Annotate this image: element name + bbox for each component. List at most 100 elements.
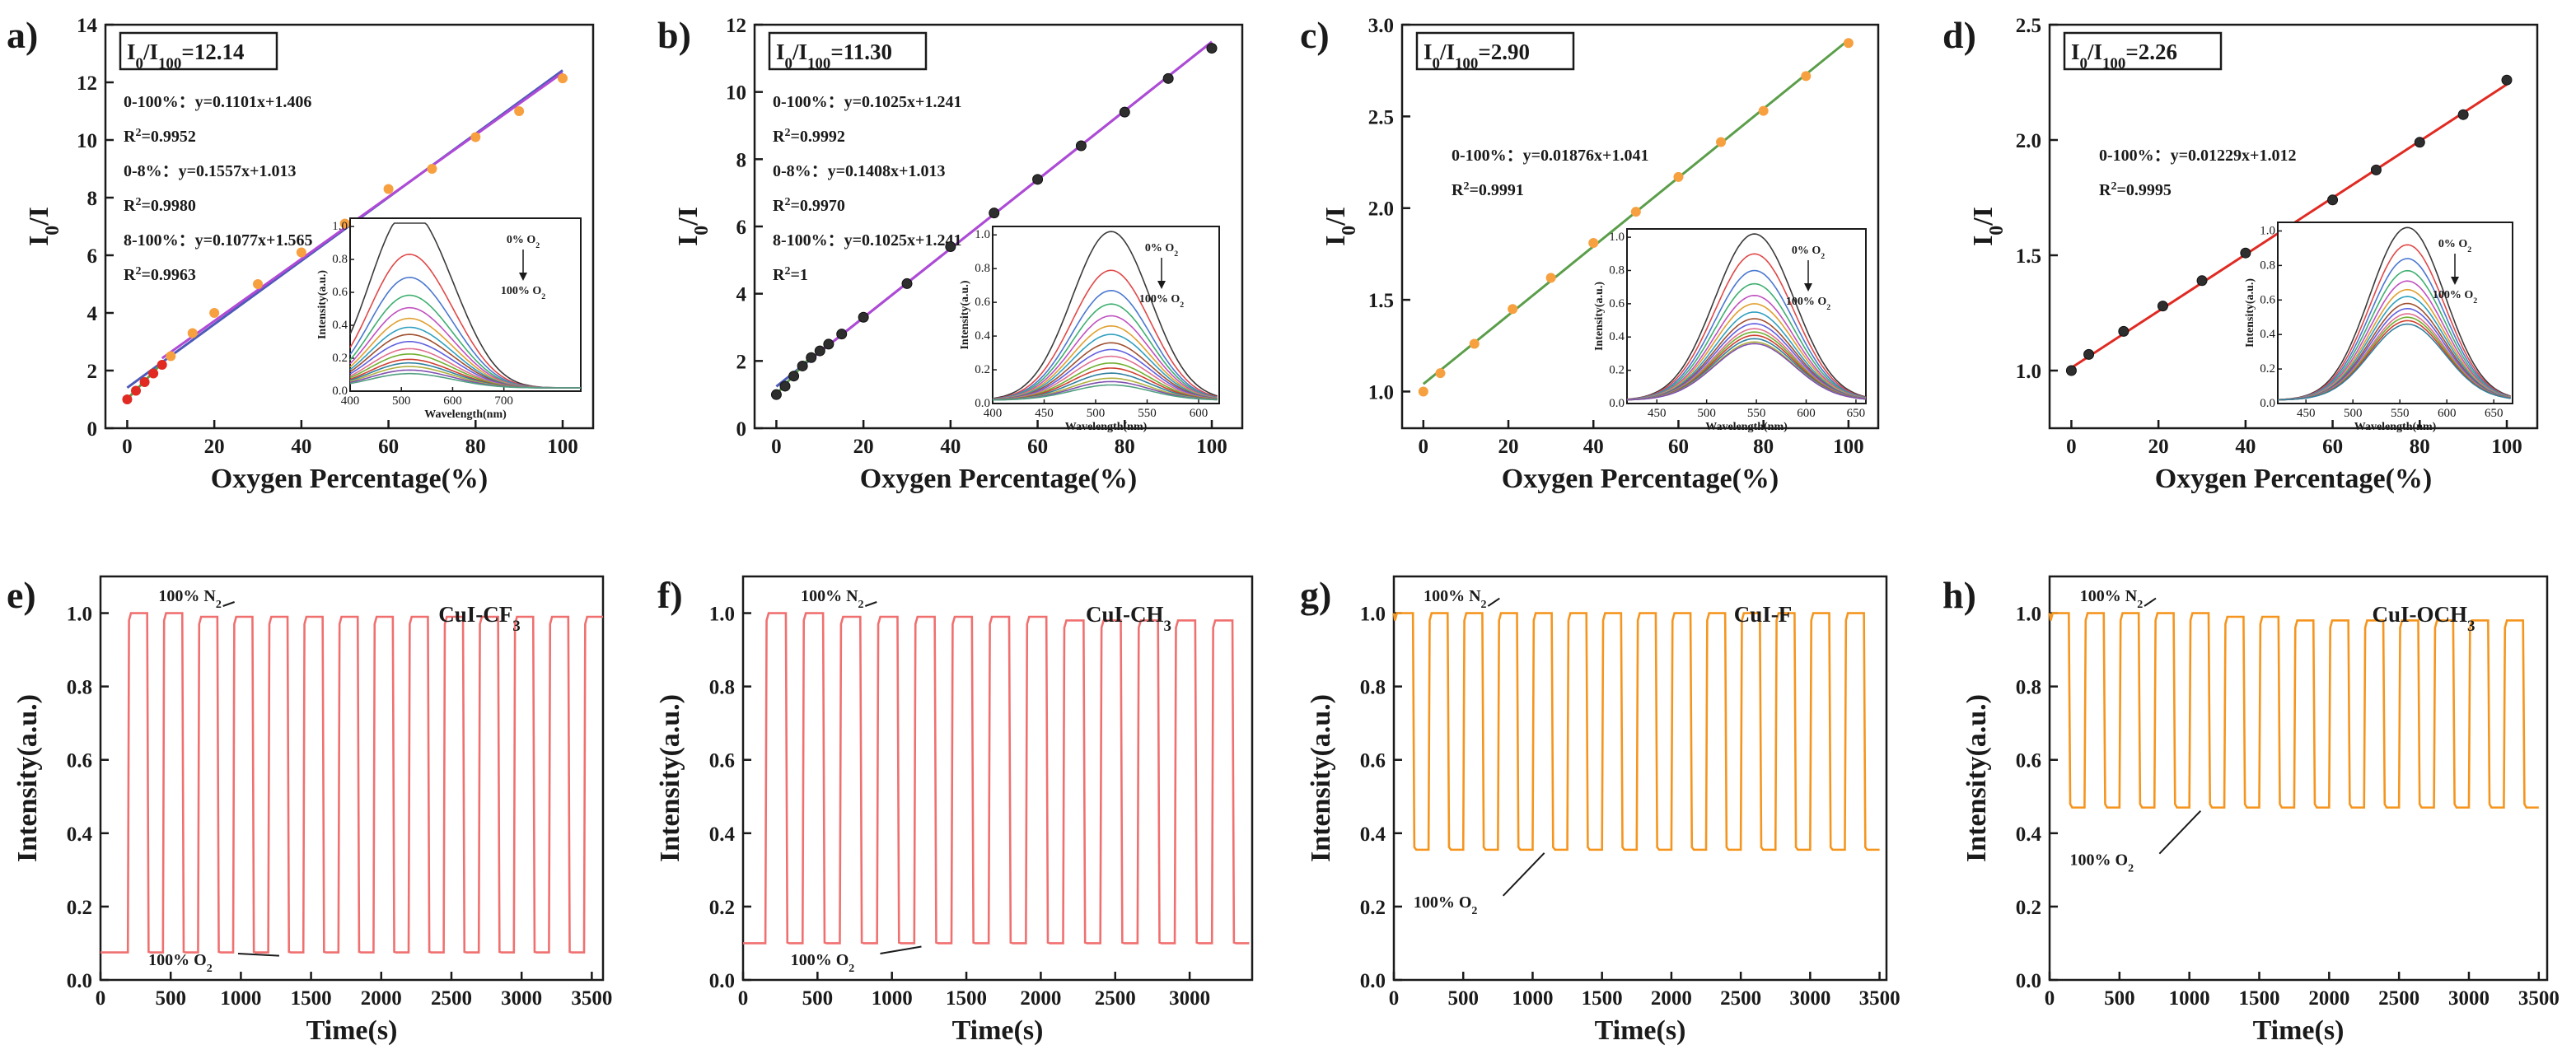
x-tick-label: 2000 — [1020, 987, 1061, 1010]
spectrum-curve — [2277, 323, 2511, 401]
spectrum-curve — [992, 324, 1218, 400]
data-point — [131, 385, 141, 396]
data-point — [2414, 137, 2425, 148]
plot-frame — [99, 575, 605, 982]
plot-frame — [104, 23, 595, 430]
n2-label-part: 2 — [2137, 599, 2143, 611]
data-point — [1801, 71, 1812, 82]
y-tick-label: 0 — [87, 418, 98, 441]
x-tick-label: 0 — [771, 436, 782, 458]
fit-r2-part: =0.9992 — [790, 128, 844, 146]
y-tick-label: 14 — [77, 15, 98, 37]
x-tick-label: 80 — [2410, 436, 2430, 458]
fit-line — [810, 40, 1213, 361]
plot-frame — [2048, 23, 2539, 430]
inset-arrowhead — [2451, 277, 2459, 285]
data-point — [166, 351, 176, 362]
y-tick-label: 0 — [736, 418, 747, 441]
data-point — [1206, 43, 1218, 54]
data-point — [296, 247, 306, 258]
spectrum-curve — [1626, 233, 1867, 400]
inset-x-tick-label: 550 — [1747, 407, 1766, 420]
compound-label: CuI-F — [1734, 602, 1793, 627]
data-point — [122, 394, 133, 404]
inset-y-tick-label: 0.8 — [975, 262, 990, 275]
inset-top-label-part: 0% O — [2438, 238, 2468, 250]
data-point — [2157, 301, 2168, 312]
x-tick-label: 2000 — [2308, 987, 2349, 1010]
inset-y-label: Intensity(a.u.) — [959, 280, 971, 349]
n2-arrow — [864, 601, 877, 607]
y-tick-label: 0.0 — [709, 970, 735, 992]
y-tick-label: 2.0 — [1368, 198, 1394, 221]
inset-arrowhead — [1157, 281, 1166, 289]
inset-bottom-label-part: 100% O — [1786, 296, 1827, 308]
o2-label-part: 100% O — [2070, 851, 2129, 870]
y-axis-label: I0/I — [24, 207, 63, 246]
spectrum-curve — [992, 289, 1218, 400]
x-tick-label: 3000 — [1169, 987, 1210, 1010]
data-point — [836, 329, 848, 340]
data-point — [2118, 325, 2130, 337]
x-tick-label: 1000 — [1512, 987, 1553, 1010]
o2-label-part: 2 — [2128, 862, 2134, 875]
ratio-label: I0/I100=12.14 — [127, 40, 244, 72]
n2-arrow — [222, 601, 235, 607]
y-tick-label: 6 — [736, 217, 747, 239]
ratio-box — [768, 31, 928, 71]
ratio-label-part: 0 — [2080, 55, 2087, 72]
x-tick-label: 0 — [1389, 987, 1400, 1010]
inset-y-tick-label: 0.6 — [332, 286, 348, 299]
panel-label: f) — [657, 574, 683, 616]
data-point — [1162, 72, 1174, 84]
y-tick-label: 0.8 — [2016, 677, 2041, 699]
inset-top-label: 0% O2 — [507, 234, 540, 250]
data-point — [253, 279, 263, 289]
data-point — [2457, 109, 2469, 120]
x-tick-label: 500 — [1447, 987, 1479, 1010]
y-tick-label: 12 — [77, 72, 97, 95]
fit-r2: R2=0.9995 — [2099, 180, 2172, 200]
y-tick-label: 1.5 — [1368, 290, 1394, 312]
inset-x-tick-label: 600 — [2438, 407, 2457, 420]
x-tick-label: 3500 — [1859, 987, 1900, 1010]
inset-top-label-part: 0% O — [1792, 245, 1821, 257]
data-point — [2196, 275, 2208, 287]
spectrum-curve — [992, 231, 1218, 399]
y-axis-label-part: 0 — [42, 226, 63, 236]
x-tick-label: 3000 — [2448, 987, 2490, 1010]
ratio-label-part: 0 — [136, 55, 143, 72]
o2-label: 100% O2 — [148, 951, 213, 975]
data-point — [806, 352, 817, 363]
inset-y-label: Intensity(a.u.) — [316, 270, 329, 339]
ratio-label-part: 0 — [785, 55, 792, 72]
inset-x-tick-label: 600 — [443, 394, 462, 408]
ratio-label-part: 100 — [158, 55, 181, 72]
y-tick-label: 10 — [77, 130, 97, 152]
fit-r2-part: 2 — [1463, 180, 1469, 193]
x-tick-label: 40 — [940, 436, 961, 458]
inset-x-tick-label: 400 — [984, 407, 1003, 420]
inset-y-tick-label: 0.0 — [975, 397, 990, 410]
o2-label-part: 100% O — [791, 951, 849, 969]
ratio-label-part: I — [776, 40, 785, 64]
n2-label-part: 2 — [216, 599, 222, 611]
x-tick-label: 20 — [2148, 436, 2169, 458]
o2-label: 100% O2 — [2070, 851, 2134, 875]
compound-label-part: CuI-CH — [1086, 602, 1164, 627]
inset-x-tick-label: 600 — [1190, 407, 1209, 420]
fit-r2-part: =1 — [790, 266, 807, 284]
compound-label: CuI-OCH3 — [2373, 602, 2475, 635]
y-axis-label: I0/I — [1321, 207, 1360, 246]
x-tick-label: 80 — [1753, 436, 1774, 458]
ratio-label-part: =11.30 — [830, 40, 892, 64]
y-tick-label: 1.0 — [2016, 604, 2041, 626]
inset-x-tick-label: 550 — [1138, 407, 1157, 420]
y-tick-label: 0.2 — [67, 897, 92, 919]
y-tick-label: 1.0 — [1360, 604, 1386, 626]
compound-label: CuI-CF3 — [438, 602, 520, 635]
fit-r2-part: 2 — [135, 265, 141, 278]
x-tick-label: 60 — [378, 436, 399, 458]
compound-label-part: 3 — [1164, 618, 1171, 635]
data-point — [797, 360, 808, 371]
